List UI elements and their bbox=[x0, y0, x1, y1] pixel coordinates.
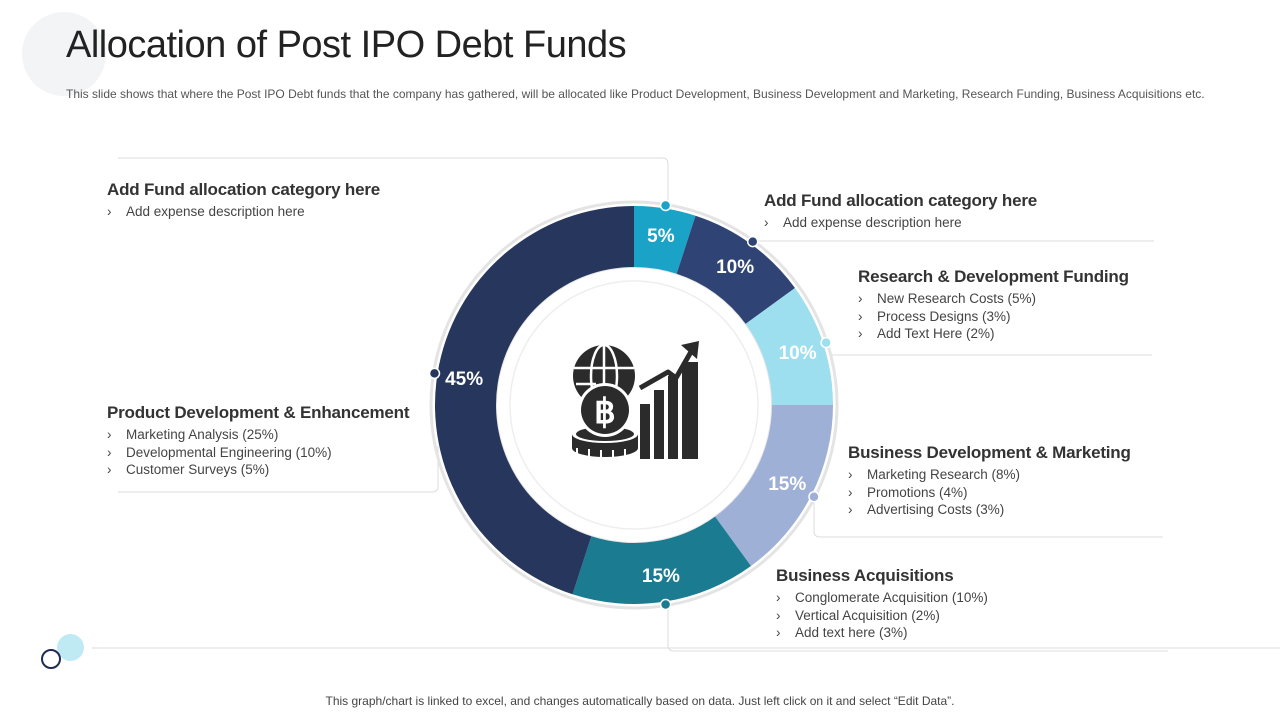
connector-dot bbox=[746, 235, 759, 248]
footer-note: This graph/chart is linked to excel, and… bbox=[325, 694, 955, 708]
slice-value-label: 10% bbox=[716, 257, 754, 278]
decorative-dot bbox=[57, 634, 84, 661]
connector-dot bbox=[808, 490, 820, 503]
donut-outer-ring bbox=[429, 200, 839, 610]
connector-dot bbox=[820, 336, 832, 349]
slice-value-label: 15% bbox=[768, 474, 806, 495]
page-title: Allocation of Post IPO Debt Funds bbox=[66, 24, 627, 66]
donut-slice bbox=[745, 288, 833, 405]
list-item: Conglomerate Acquisition (10%) bbox=[776, 589, 988, 607]
block-business-acquisitions: Business Acquisitions Conglomerate Acqui… bbox=[776, 566, 988, 642]
list-item: Advertising Costs (3%) bbox=[848, 501, 1131, 519]
block-heading: Product Development & Enhancement bbox=[107, 403, 410, 422]
page-subtitle: This slide shows that where the Post IPO… bbox=[66, 87, 1205, 101]
list-item: Add expense description here bbox=[764, 214, 1037, 232]
connector-dot bbox=[659, 199, 672, 212]
list-item: Developmental Engineering (10%) bbox=[107, 444, 409, 462]
block-heading: Research & Development Funding bbox=[858, 267, 1129, 286]
block-research-development: Research & Development Funding New Resea… bbox=[858, 267, 1129, 343]
connector-acquisitions bbox=[667, 604, 1168, 652]
block-business-development: Business Development & Marketing Marketi… bbox=[848, 443, 1131, 519]
donut-slice bbox=[634, 206, 696, 274]
connector-business-dev bbox=[813, 496, 1163, 538]
decorative-ring bbox=[41, 649, 61, 669]
slice-value-label: 45% bbox=[445, 369, 483, 390]
list-item: Add text here (3%) bbox=[776, 624, 988, 642]
svg-text:฿: ฿ bbox=[594, 393, 616, 431]
block-top-right-category: Add Fund allocation category here Add ex… bbox=[764, 191, 1037, 232]
list-item: Promotions (4%) bbox=[848, 484, 1131, 502]
list-item: Process Designs (3%) bbox=[858, 308, 1129, 326]
list-item: New Research Costs (5%) bbox=[858, 290, 1129, 308]
block-top-left-category: Add Fund allocation category here Add ex… bbox=[107, 180, 380, 221]
block-heading: Business Development & Marketing bbox=[848, 443, 1131, 462]
connector-product bbox=[118, 446, 439, 493]
list-item: Marketing Analysis (25%) bbox=[107, 426, 409, 444]
block-product-development: Product Development & Enhancement Market… bbox=[107, 403, 409, 479]
list-item: Marketing Research (8%) bbox=[848, 466, 1131, 484]
donut-inner-plate bbox=[495, 266, 773, 544]
decorative-circle bbox=[22, 12, 106, 96]
donut-slice bbox=[435, 206, 634, 595]
globe-bitcoin-growth-chart-icon: ฿ bbox=[572, 341, 699, 465]
connector-dot bbox=[659, 598, 672, 611]
list-item: Add Text Here (2%) bbox=[858, 325, 1129, 343]
list-item: Vertical Acquisition (2%) bbox=[776, 607, 988, 625]
slice-value-label: 15% bbox=[642, 566, 680, 587]
block-heading: Business Acquisitions bbox=[776, 566, 954, 585]
connector-dot bbox=[428, 367, 441, 380]
donut-inner-ring bbox=[509, 280, 759, 530]
slice-value-label: 5% bbox=[647, 226, 675, 247]
donut-slice bbox=[676, 215, 795, 324]
list-item: Add expense description here bbox=[107, 203, 380, 221]
donut-slice bbox=[572, 516, 751, 604]
connector-top-left bbox=[118, 157, 669, 205]
block-heading: Add Fund allocation category here bbox=[107, 180, 380, 199]
donut-slice bbox=[715, 405, 833, 566]
slice-value-label: 10% bbox=[779, 343, 817, 364]
list-item: Customer Surveys (5%) bbox=[107, 461, 409, 479]
block-heading: Add Fund allocation category here bbox=[764, 191, 1037, 210]
